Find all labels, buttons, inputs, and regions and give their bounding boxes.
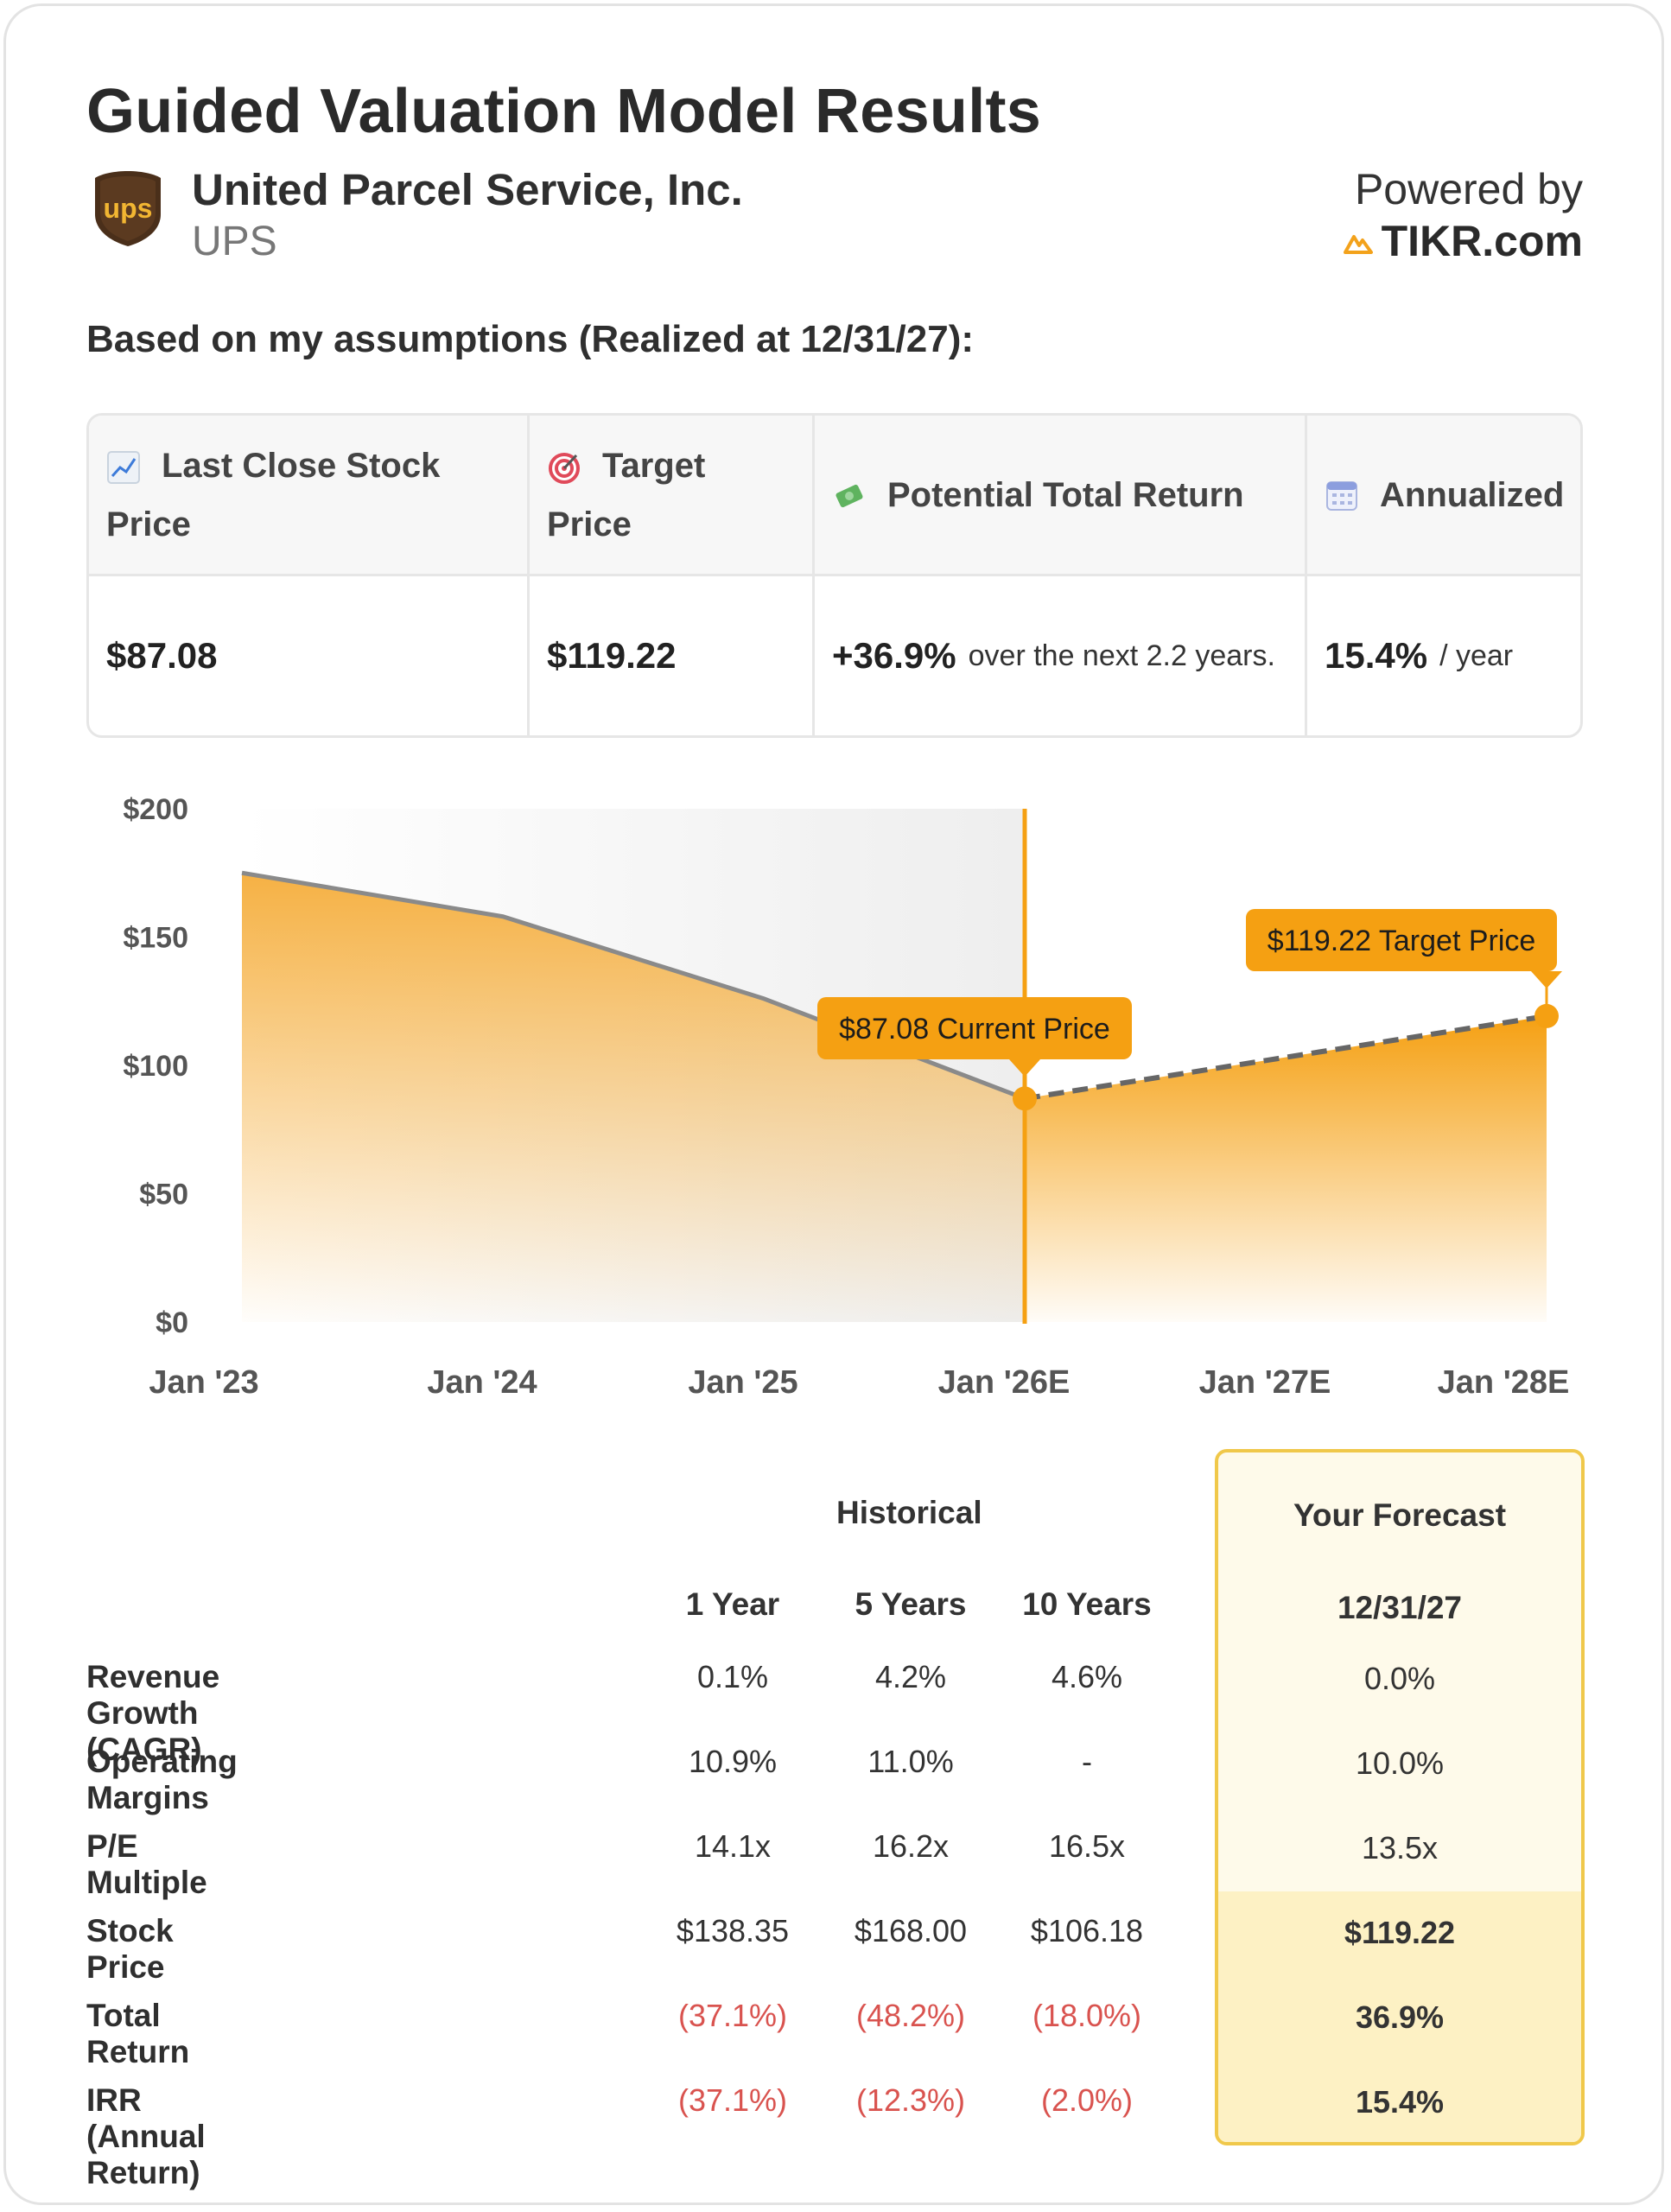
metric-row-label: Operating Margins (86, 1744, 238, 1815)
metric-value: (18.0%) (1032, 1998, 1142, 2033)
forecast-value: $119.22 (1344, 1915, 1456, 1950)
current-price-point (1013, 1086, 1037, 1111)
x-tick-label: Jan '25 (688, 1364, 797, 1401)
forecast-area (1025, 1015, 1547, 1322)
metric-value: 14.1x (694, 1828, 772, 1864)
forecast-date-header: 12/31/27 (1337, 1590, 1463, 1625)
target-price-point (1534, 1003, 1559, 1028)
metric-row-label: P/E Multiple (86, 1828, 207, 1900)
metric-value: (37.1%) (677, 2082, 788, 2118)
brand-text: TIKR.com (1381, 217, 1583, 265)
x-tick-label: Jan '27E (1199, 1364, 1331, 1401)
target-price-header: Target Price (530, 416, 815, 576)
metric-row-label: Total Return (86, 1998, 190, 2069)
target-icon (549, 452, 580, 484)
metric-row-label: Revenue Growth (CAGR) (86, 1659, 220, 1767)
forecast-value: 36.9% (1355, 1999, 1445, 2035)
metric-value: 0.1% (696, 1659, 769, 1694)
forecast-value: 13.5x (1361, 1830, 1439, 1866)
historical-heading: Historical (836, 1495, 982, 1530)
forecast-value: 15.4% (1355, 2084, 1445, 2120)
column-header: 1 Year (685, 1586, 780, 1622)
metric-value: $168.00 (854, 1913, 968, 1948)
column-header: 5 Years (855, 1586, 967, 1622)
x-tick-label: Jan '23 (149, 1364, 258, 1401)
summary-table: Last Close Stock Price Target Price Potent… (86, 413, 1583, 738)
column-header: 10 Years (1022, 1586, 1152, 1622)
metric-value: (37.1%) (677, 1998, 788, 2033)
calendar-icon (1326, 480, 1357, 511)
company-name: United Parcel Service, Inc. (192, 165, 743, 214)
powered-by-label: Powered by (1354, 165, 1583, 213)
target-price-callout-label: $119.22 Target Price (1268, 925, 1536, 957)
metric-value: 4.2% (874, 1659, 947, 1694)
current-price-callout-pointer (1009, 1059, 1040, 1077)
metric-value: 16.5x (1048, 1828, 1126, 1864)
svg-text:ups: ups (104, 193, 153, 224)
forecast-value: 0.0% (1363, 1661, 1436, 1696)
metric-value: (2.0%) (1040, 2082, 1134, 2118)
last-close-value: $87.08 (89, 576, 530, 735)
tikr-mountain-icon (1343, 235, 1373, 254)
forecast-results-highlight (1218, 1891, 1581, 2142)
current-price-callout-label: $87.08 Current Price (839, 1013, 1110, 1046)
metric-row-label: IRR (Annual Return) (86, 2082, 206, 2190)
metric-value: 4.6% (1051, 1659, 1123, 1694)
metric-value: 10.9% (688, 1744, 778, 1779)
metric-value: $106.18 (1030, 1913, 1144, 1948)
last-close-header: Last Close Stock Price (89, 416, 530, 576)
y-tick-label: $50 (139, 1179, 188, 1211)
forecast-heading: Your Forecast (1293, 1497, 1507, 1533)
tikr-brand-link[interactable]: TIKR.com (1343, 216, 1583, 266)
potential-return-value: +36.9% over the next 2.2 years. (815, 576, 1307, 735)
metric-value: - (1082, 1744, 1092, 1779)
y-tick-label: $150 (123, 922, 188, 955)
chart-increasing-icon (107, 450, 140, 484)
x-tick-label: Jan '24 (427, 1364, 537, 1401)
page-title: Guided Valuation Model Results (86, 77, 1042, 146)
historical-area (242, 873, 1025, 1322)
annualized-value: 15.4% / year (1325, 635, 1514, 676)
metric-value: 11.0% (867, 1744, 954, 1779)
metric-value: $138.35 (676, 1913, 790, 1948)
company-ticker: UPS (192, 219, 277, 264)
price-chart: $200 $150 $100 $50 $0 Jan '23 Jan '24 Jan '25 Ja… (123, 793, 1570, 1401)
x-tick-label: Jan '28E (1438, 1364, 1570, 1401)
forecast-dashed-line (1024, 1013, 1547, 1102)
money-with-wings-icon (836, 484, 863, 507)
ups-logo: ups (95, 171, 161, 246)
forecast-column (1215, 1449, 1585, 2145)
y-tick-label: $100 (123, 1050, 188, 1083)
target-price-callout-box (1246, 909, 1557, 971)
assumptions-heading: Based on my assumptions (Realized at 12/… (86, 318, 975, 360)
metric-value: (12.3%) (855, 2082, 966, 2118)
forecast-value: 10.0% (1355, 1745, 1445, 1781)
y-tick-label: $200 (123, 793, 188, 826)
x-tick-label: Jan '26E (938, 1364, 1071, 1401)
metric-value: (48.2%) (855, 1998, 966, 2033)
potential-return-header: Potential Total Return (815, 416, 1307, 576)
metric-row-label: Stock Price (86, 1913, 174, 1985)
y-tick-label: $0 (156, 1306, 188, 1339)
annualized-header: Annualized (1307, 416, 1580, 576)
target-price-value: $119.22 (530, 576, 815, 735)
metric-value: 16.2x (872, 1828, 950, 1864)
current-price-callout-box (817, 997, 1132, 1059)
